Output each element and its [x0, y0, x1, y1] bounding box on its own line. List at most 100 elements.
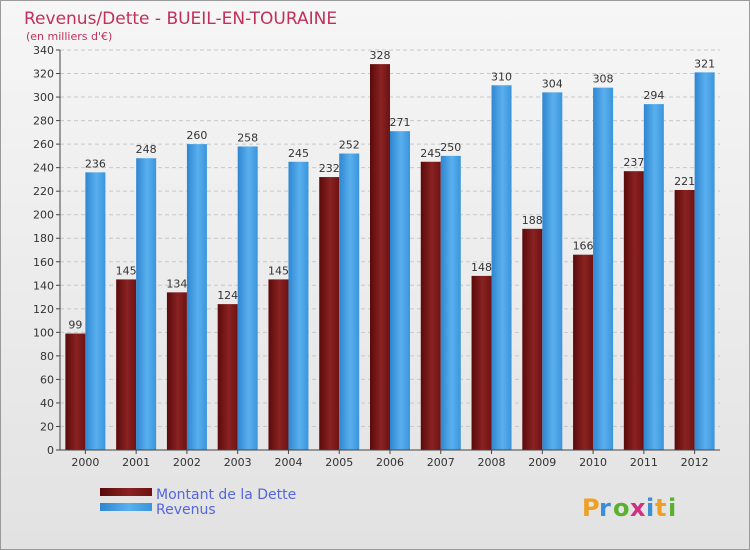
- data-label-dette: 245: [420, 147, 441, 160]
- bar-dette: [217, 304, 238, 450]
- y-tick-label: 300: [33, 91, 54, 104]
- legend-label-revenus: Revenus: [156, 502, 216, 518]
- data-label-dette: 99: [68, 319, 82, 332]
- logo-letter-t: t: [655, 494, 666, 522]
- data-label-dette: 328: [370, 49, 391, 62]
- data-label-dette: 188: [522, 214, 543, 227]
- y-tick-label: 0: [47, 444, 54, 457]
- data-label-revenus: 308: [593, 73, 614, 86]
- data-label-revenus: 294: [643, 89, 664, 102]
- bar-revenus: [136, 158, 157, 450]
- axes: [59, 50, 720, 451]
- y-tick-label: 220: [33, 185, 54, 198]
- x-tick-label: 2003: [224, 456, 252, 469]
- y-tick-label: 80: [40, 350, 54, 363]
- bar-revenus: [339, 153, 360, 450]
- logo-letter-r: r: [599, 494, 611, 522]
- y-tick-label: 340: [33, 44, 54, 57]
- data-label-dette: 145: [116, 264, 137, 277]
- bar-dette: [573, 254, 594, 450]
- data-label-revenus: 236: [85, 157, 106, 170]
- bars: [65, 64, 715, 451]
- y-tick-label: 40: [40, 397, 54, 410]
- y-tick-label: 20: [40, 420, 54, 433]
- x-tick-label: 2008: [478, 456, 506, 469]
- x-tick-label: 2011: [630, 456, 658, 469]
- bar-dette: [268, 279, 289, 450]
- x-tick-label: 2000: [71, 456, 99, 469]
- data-label-dette: 232: [319, 162, 340, 175]
- data-label-revenus: 250: [440, 141, 461, 154]
- logo-letter-p: P: [582, 494, 600, 522]
- bar-revenus: [440, 155, 461, 450]
- data-label-revenus: 310: [491, 70, 512, 83]
- y-axis-ticks: 0 20 40 60 80 100 120 140 160 180 200 220 240 260 280 3…: [33, 44, 60, 457]
- data-label-dette: 221: [674, 175, 695, 188]
- bar-revenus: [85, 172, 106, 450]
- x-tick-label: 2005: [325, 456, 353, 469]
- bar-dette: [674, 190, 695, 450]
- x-axis-ticks: 2000 2001 2002 2003 2004 2005 2006 2007 2008 2009…: [71, 450, 709, 469]
- y-tick-label: 260: [33, 138, 54, 151]
- logo-letter-x: x: [630, 494, 646, 522]
- bar-revenus: [593, 87, 614, 450]
- x-tick-label: 2009: [528, 456, 556, 469]
- data-label-revenus: 271: [390, 116, 411, 129]
- y-tick-label: 200: [33, 209, 54, 222]
- data-label-revenus: 321: [694, 57, 715, 70]
- bar-dette: [319, 177, 340, 450]
- x-tick-label: 2004: [274, 456, 302, 469]
- x-tick-label: 2007: [427, 456, 455, 469]
- y-tick-label: 240: [33, 162, 54, 175]
- bar-revenus: [237, 146, 258, 450]
- data-label-dette: 237: [623, 156, 644, 169]
- y-tick-label: 160: [33, 256, 54, 269]
- y-tick-label: 60: [40, 373, 54, 386]
- bar-dette: [471, 275, 492, 450]
- legend-swatch-debt: [100, 488, 152, 496]
- data-label-revenus: 304: [542, 77, 563, 90]
- bar-dette: [420, 161, 441, 450]
- bar-revenus: [288, 161, 309, 450]
- data-labels: 99 236 145 248 134 260 124 258 145 245 232 252 328 27…: [68, 49, 715, 331]
- legend-swatch-revenus: [100, 503, 152, 511]
- logo-letter-i: i: [646, 494, 654, 522]
- bar-revenus: [186, 144, 207, 450]
- proxiti-logo: P r o x i t i: [582, 494, 676, 522]
- data-label-revenus: 245: [288, 147, 309, 160]
- x-tick-label: 2006: [376, 456, 404, 469]
- data-label-dette: 134: [166, 277, 187, 290]
- y-tick-label: 120: [33, 303, 54, 316]
- bar-dette: [370, 64, 390, 450]
- bar-dette: [522, 228, 543, 450]
- logo-letter-o: o: [613, 494, 630, 522]
- data-label-revenus: 248: [136, 143, 157, 156]
- bar-revenus: [390, 131, 410, 451]
- chart-title: Revenus/Dette - BUEIL-EN-TOURAINE: [24, 9, 337, 29]
- bar-dette: [116, 279, 137, 450]
- x-tick-label: 2001: [122, 456, 150, 469]
- logo-letter-i2: i: [668, 494, 676, 522]
- bar-revenus: [643, 104, 664, 450]
- x-tick-label: 2010: [579, 456, 607, 469]
- data-label-dette: 148: [471, 261, 492, 274]
- data-label-dette: 124: [217, 289, 238, 302]
- legend: Montant de la Dette Revenus: [100, 487, 296, 518]
- bar-revenus: [491, 85, 512, 450]
- data-label-revenus: 258: [237, 131, 258, 144]
- y-tick-label: 100: [33, 326, 54, 339]
- y-tick-label: 140: [33, 279, 54, 292]
- x-tick-label: 2002: [173, 456, 201, 469]
- bar-dette: [623, 171, 644, 451]
- bar-dette: [166, 292, 187, 450]
- data-label-dette: 145: [268, 264, 289, 277]
- legend-label-debt: Montant de la Dette: [156, 487, 296, 503]
- y-tick-label: 320: [33, 68, 54, 81]
- data-label-revenus: 260: [186, 129, 207, 142]
- y-tick-label: 280: [33, 115, 54, 128]
- data-label-revenus: 252: [339, 139, 360, 152]
- bar-revenus: [542, 92, 563, 451]
- bar-dette: [65, 333, 86, 450]
- x-tick-label: 2012: [681, 456, 709, 469]
